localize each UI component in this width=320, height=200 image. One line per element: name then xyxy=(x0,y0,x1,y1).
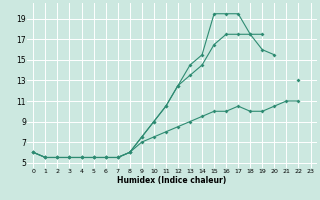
X-axis label: Humidex (Indice chaleur): Humidex (Indice chaleur) xyxy=(117,176,227,185)
